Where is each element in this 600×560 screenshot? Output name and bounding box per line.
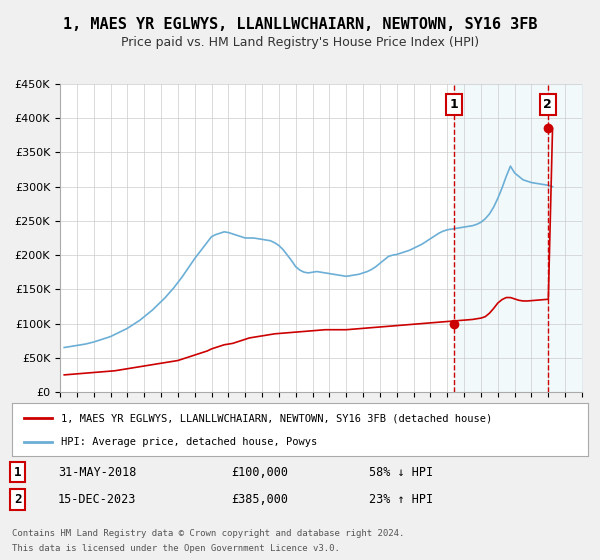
Text: This data is licensed under the Open Government Licence v3.0.: This data is licensed under the Open Gov… <box>12 544 340 553</box>
Text: 15-DEC-2023: 15-DEC-2023 <box>58 493 136 506</box>
Text: 31-MAY-2018: 31-MAY-2018 <box>58 465 136 479</box>
Text: Price paid vs. HM Land Registry's House Price Index (HPI): Price paid vs. HM Land Registry's House … <box>121 36 479 49</box>
Text: 1: 1 <box>450 98 459 111</box>
Text: 1: 1 <box>14 465 22 479</box>
Text: 2: 2 <box>543 98 552 111</box>
Text: HPI: Average price, detached house, Powys: HPI: Average price, detached house, Powy… <box>61 436 317 446</box>
Text: 23% ↑ HPI: 23% ↑ HPI <box>369 493 433 506</box>
Text: Contains HM Land Registry data © Crown copyright and database right 2024.: Contains HM Land Registry data © Crown c… <box>12 529 404 538</box>
Text: 58% ↓ HPI: 58% ↓ HPI <box>369 465 433 479</box>
Text: £100,000: £100,000 <box>231 465 288 479</box>
Text: 2: 2 <box>14 493 22 506</box>
Text: £385,000: £385,000 <box>231 493 288 506</box>
Text: 1, MAES YR EGLWYS, LLANLLWCHAIARN, NEWTOWN, SY16 3FB (detached house): 1, MAES YR EGLWYS, LLANLLWCHAIARN, NEWTO… <box>61 413 492 423</box>
Text: 1, MAES YR EGLWYS, LLANLLWCHAIARN, NEWTOWN, SY16 3FB: 1, MAES YR EGLWYS, LLANLLWCHAIARN, NEWTO… <box>63 17 537 32</box>
